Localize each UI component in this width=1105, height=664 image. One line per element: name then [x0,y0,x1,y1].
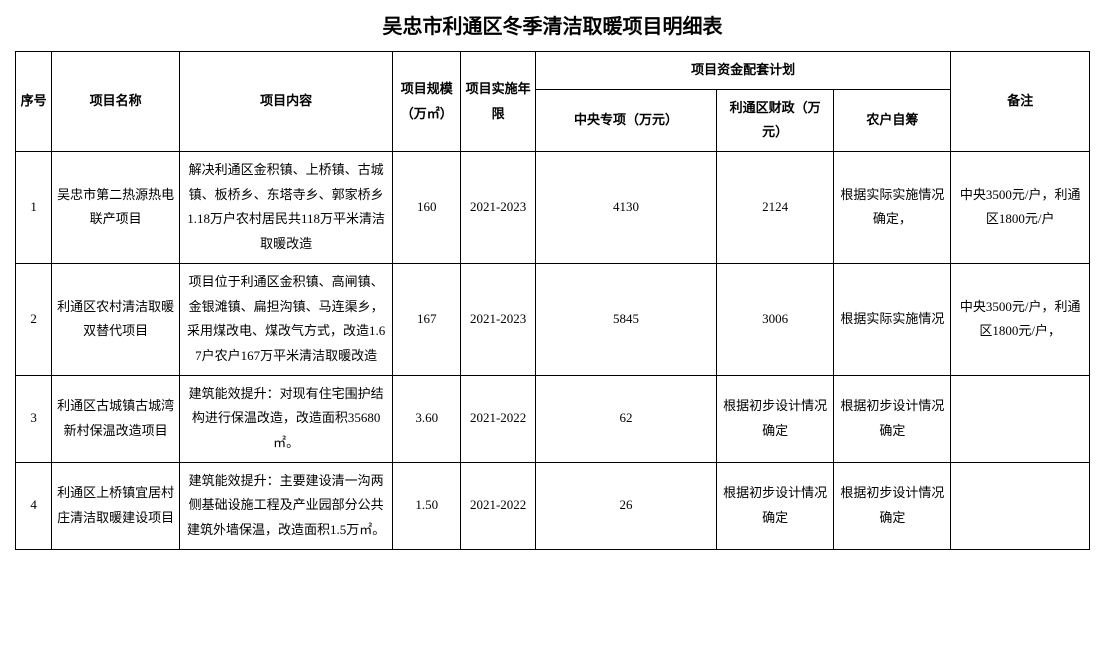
cell-content: 建筑能效提升：对现有住宅围护结构进行保温改造，改造面积35680㎡。 [180,375,393,462]
cell-self: 根据初步设计情况确定 [834,462,951,549]
table-row: 1 吴忠市第二热源热电联产项目 解决利通区金积镇、上桥镇、古城镇、板桥乡、东塔寺… [16,152,1090,264]
cell-central: 26 [535,462,716,549]
cell-year: 2021-2023 [461,152,536,264]
table-row: 3 利通区古城镇古城湾新村保温改造项目 建筑能效提升：对现有住宅围护结构进行保温… [16,375,1090,462]
table-row: 4 利通区上桥镇宜居村庄清洁取暖建设项目 建筑能效提升：主要建设清一沟两侧基础设… [16,462,1090,549]
header-self: 农户自筹 [834,89,951,151]
cell-local: 3006 [717,263,834,375]
cell-scale: 160 [393,152,461,264]
cell-self: 根据实际实施情况 [834,263,951,375]
cell-seq: 2 [16,263,52,375]
cell-name: 利通区上桥镇宜居村庄清洁取暖建设项目 [52,462,180,549]
cell-year: 2021-2023 [461,263,536,375]
cell-year: 2021-2022 [461,375,536,462]
cell-remark: 中央3500元/户，利通区1800元/户， [951,263,1090,375]
table-row: 2 利通区农村清洁取暖双替代项目 项目位于利通区金积镇、高闸镇、金银滩镇、扁担沟… [16,263,1090,375]
cell-year: 2021-2022 [461,462,536,549]
cell-remark: 中央3500元/户，利通区1800元/户 [951,152,1090,264]
detail-table: 序号 项目名称 项目内容 项目规模（万㎡） 项目实施年限 项目资金配套计划 备注… [15,51,1090,550]
cell-scale: 1.50 [393,462,461,549]
header-remark: 备注 [951,52,1090,152]
cell-local: 2124 [717,152,834,264]
cell-central: 4130 [535,152,716,264]
cell-self: 根据初步设计情况确定 [834,375,951,462]
header-local: 利通区财政（万元） [717,89,834,151]
page-title: 吴忠市利通区冬季清洁取暖项目明细表 [15,10,1090,39]
cell-content: 解决利通区金积镇、上桥镇、古城镇、板桥乡、东塔寺乡、郭家桥乡1.18万户农村居民… [180,152,393,264]
cell-local: 根据初步设计情况确定 [717,462,834,549]
cell-name: 吴忠市第二热源热电联产项目 [52,152,180,264]
cell-remark [951,375,1090,462]
cell-content: 项目位于利通区金积镇、高闸镇、金银滩镇、扁担沟镇、马连渠乡，采用煤改电、煤改气方… [180,263,393,375]
cell-central: 62 [535,375,716,462]
cell-self: 根据实际实施情况确定， [834,152,951,264]
header-year: 项目实施年限 [461,52,536,152]
cell-remark [951,462,1090,549]
cell-central: 5845 [535,263,716,375]
cell-seq: 3 [16,375,52,462]
header-fund-plan: 项目资金配套计划 [535,52,951,90]
cell-local: 根据初步设计情况确定 [717,375,834,462]
cell-scale: 167 [393,263,461,375]
header-seq: 序号 [16,52,52,152]
header-name: 项目名称 [52,52,180,152]
cell-name: 利通区古城镇古城湾新村保温改造项目 [52,375,180,462]
cell-seq: 1 [16,152,52,264]
cell-content: 建筑能效提升：主要建设清一沟两侧基础设施工程及产业园部分公共建筑外墙保温，改造面… [180,462,393,549]
cell-name: 利通区农村清洁取暖双替代项目 [52,263,180,375]
cell-seq: 4 [16,462,52,549]
header-content: 项目内容 [180,52,393,152]
header-scale: 项目规模（万㎡） [393,52,461,152]
header-central: 中央专项（万元） [535,89,716,151]
cell-scale: 3.60 [393,375,461,462]
